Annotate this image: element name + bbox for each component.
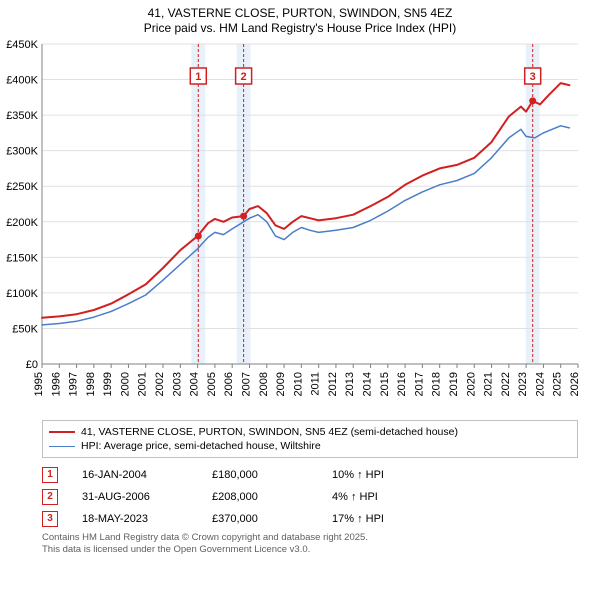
x-axis-tick-label: 2008 — [258, 372, 270, 396]
x-axis-tick-label: 1997 — [68, 372, 80, 396]
marker-point — [195, 233, 202, 240]
x-axis-tick-label: 1996 — [50, 372, 62, 396]
table-row: 1 16-JAN-2004£180,00010% ↑ HPI — [42, 464, 578, 486]
x-axis-tick-label: 2005 — [206, 372, 218, 396]
x-axis-tick-label: 2018 — [431, 372, 443, 396]
x-axis-tick-label: 2001 — [137, 372, 149, 396]
legend-swatch — [49, 446, 75, 447]
legend-label: 41, VASTERNE CLOSE, PURTON, SWINDON, SN5… — [81, 426, 458, 438]
x-axis-tick-label: 2020 — [465, 372, 477, 396]
marker-number: 2 — [241, 71, 247, 83]
title-line1: 41, VASTERNE CLOSE, PURTON, SWINDON, SN5… — [0, 6, 600, 21]
x-axis-tick-label: 2019 — [448, 372, 460, 396]
y-axis-tick-label: £50K — [12, 323, 38, 335]
x-axis-tick-label: 1999 — [102, 372, 114, 396]
series-hpi — [42, 126, 569, 325]
tx-date: 16-JAN-2004 — [82, 464, 212, 486]
x-axis-tick-label: 2026 — [569, 372, 581, 396]
marker-number: 1 — [195, 71, 201, 83]
x-axis-tick-label: 2009 — [275, 372, 287, 396]
x-axis-tick-label: 2024 — [534, 372, 546, 396]
tx-date: 31-AUG-2006 — [82, 486, 212, 508]
y-axis-tick-label: £100K — [6, 288, 38, 300]
x-axis-tick-label: 2012 — [327, 372, 339, 396]
x-axis-tick-label: 2021 — [483, 372, 495, 396]
table-row: 3 18-MAY-2023£370,00017% ↑ HPI — [42, 508, 578, 530]
x-axis-tick-label: 2000 — [119, 372, 131, 396]
x-axis-tick-label: 2010 — [292, 372, 304, 396]
series-price_paid — [42, 83, 569, 318]
x-axis-tick-label: 2025 — [552, 372, 564, 396]
tx-price: £180,000 — [212, 464, 332, 486]
marker-number: 3 — [530, 71, 536, 83]
x-axis-tick-label: 2002 — [154, 372, 166, 396]
y-axis-tick-label: £300K — [6, 146, 38, 158]
x-axis-tick-label: 2015 — [379, 372, 391, 396]
y-axis-tick-label: £350K — [6, 110, 38, 122]
tx-date: 18-MAY-2023 — [82, 508, 212, 530]
x-axis-tick-label: 1998 — [85, 372, 97, 396]
footer-line2: This data is licensed under the Open Gov… — [42, 544, 578, 556]
marker-box-icon: 1 — [42, 467, 58, 483]
legend-item: HPI: Average price, semi-detached house,… — [49, 439, 571, 453]
tx-price: £208,000 — [212, 486, 332, 508]
x-axis-tick-label: 2022 — [500, 372, 512, 396]
transaction-table: 1 16-JAN-2004£180,00010% ↑ HPI 2 31-AUG-200… — [42, 464, 578, 530]
x-axis-tick-label: 2006 — [223, 372, 235, 396]
marker-box-icon: 2 — [42, 489, 58, 505]
title-line2: Price paid vs. HM Land Registry's House … — [0, 21, 600, 36]
y-axis-tick-label: £450K — [6, 39, 38, 51]
x-axis-tick-label: 2011 — [310, 372, 322, 396]
x-axis-tick-label: 2003 — [171, 372, 183, 396]
x-axis-tick-label: 2013 — [344, 372, 356, 396]
footer-attribution: Contains HM Land Registry data © Crown c… — [42, 532, 578, 556]
tx-price: £370,000 — [212, 508, 332, 530]
tx-delta: 17% ↑ HPI — [332, 508, 578, 530]
legend-label: HPI: Average price, semi-detached house,… — [81, 440, 321, 452]
chart-title: 41, VASTERNE CLOSE, PURTON, SWINDON, SN5… — [0, 0, 600, 36]
tx-delta: 4% ↑ HPI — [332, 486, 578, 508]
x-axis-tick-label: 2016 — [396, 372, 408, 396]
y-axis-tick-label: £400K — [6, 75, 38, 87]
legend: 41, VASTERNE CLOSE, PURTON, SWINDON, SN5… — [42, 420, 578, 458]
y-axis-tick-label: £0 — [26, 359, 38, 371]
line-chart: £0 £50K £100K £150K £200K £250K £300K £350K £400… — [0, 36, 600, 416]
chart-svg: £0 £50K £100K £150K £200K £250K £300K £350K £400… — [0, 36, 600, 416]
x-axis-tick-label: 2023 — [517, 372, 529, 396]
marker-box-icon: 3 — [42, 511, 58, 527]
marker-point — [529, 97, 536, 104]
x-axis-tick-label: 2017 — [413, 372, 425, 396]
legend-item: 41, VASTERNE CLOSE, PURTON, SWINDON, SN5… — [49, 425, 571, 439]
x-axis-tick-label: 2014 — [362, 372, 374, 396]
x-axis-tick-label: 1995 — [33, 372, 45, 396]
tx-delta: 10% ↑ HPI — [332, 464, 578, 486]
legend-swatch — [49, 431, 75, 433]
y-axis-tick-label: £250K — [6, 181, 38, 193]
y-axis-tick-label: £150K — [6, 252, 38, 264]
x-axis-tick-label: 2004 — [189, 372, 201, 396]
marker-point — [240, 213, 247, 220]
x-axis-tick-label: 2007 — [240, 372, 252, 396]
table-row: 2 31-AUG-2006£208,0004% ↑ HPI — [42, 486, 578, 508]
y-axis-tick-label: £200K — [6, 217, 38, 229]
footer-line1: Contains HM Land Registry data © Crown c… — [42, 532, 578, 544]
